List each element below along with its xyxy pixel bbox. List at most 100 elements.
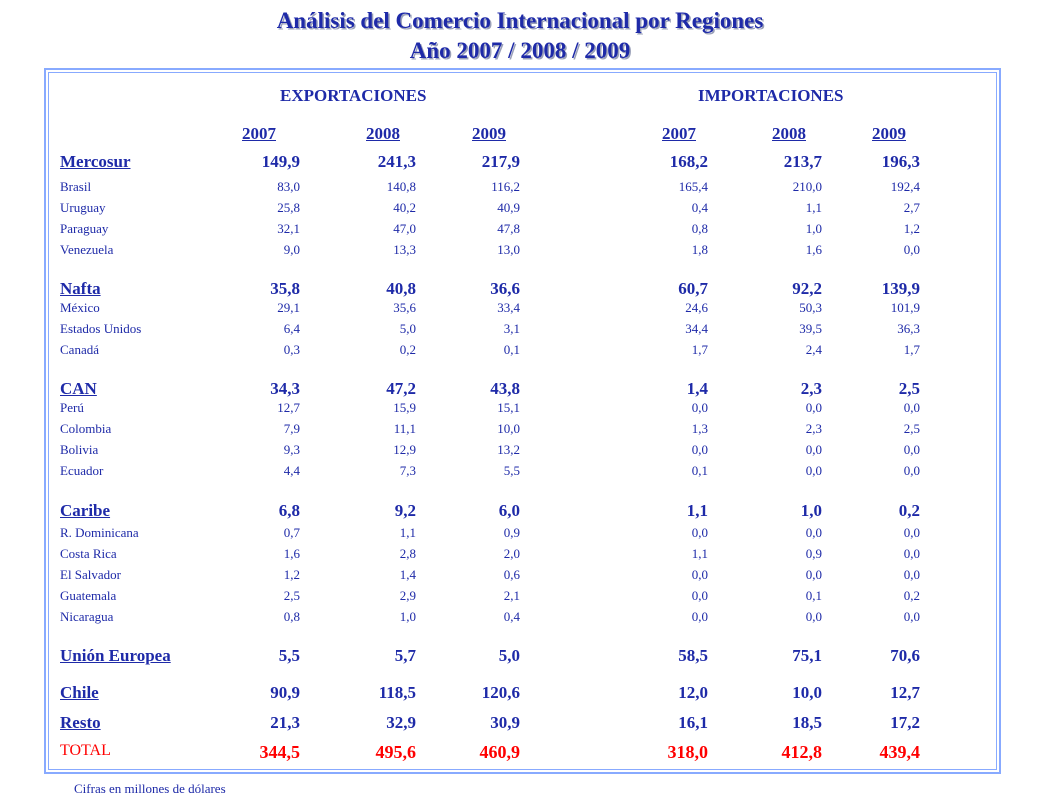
table-cell: 1,4	[686, 379, 708, 398]
table-cell: 118,5	[378, 683, 416, 702]
table-cell: 35,6	[393, 300, 416, 315]
table-cell: 90,9	[270, 683, 300, 702]
table-cell: 0,0	[903, 525, 920, 540]
table-row: Estados Unidos 6,4 5,0 3,1 34,4 39,5 36,3	[0, 321, 1040, 341]
table-cell: 4,4	[283, 463, 300, 478]
table-cell: 12,0	[678, 683, 708, 702]
table-cell: 47,8	[497, 221, 520, 236]
table-row: Guatemala 2,5 2,9 2,1 0,0 0,1 0,2	[0, 588, 1040, 608]
table-cell: 0,0	[903, 442, 920, 457]
table-cell: 7,3	[399, 463, 416, 478]
year-header: 2008	[772, 124, 806, 143]
table-cell: 0,4	[691, 200, 708, 215]
table-cell: 439,4	[879, 742, 921, 762]
table-cell: 0,0	[903, 242, 920, 257]
row-label: Mercosur	[60, 152, 131, 171]
table-frame-outer	[44, 68, 1001, 774]
table-cell: 13,3	[393, 242, 416, 257]
row-label: Nafta	[60, 279, 101, 298]
row-label: Unión Europea	[60, 646, 171, 665]
row-label: Canadá	[60, 342, 99, 357]
table-cell: 1,0	[399, 609, 416, 624]
exports-header: EXPORTACIONES	[280, 86, 427, 105]
row-label: Perú	[60, 400, 84, 415]
table-cell: 1,2	[903, 221, 920, 236]
table-cell: 36,3	[897, 321, 920, 336]
table-cell: 18,5	[792, 713, 822, 732]
table-cell: 0,0	[903, 609, 920, 624]
table-cell: 0,7	[283, 525, 300, 540]
table-row: Canadá 0,3 0,2 0,1 1,7 2,4 1,7	[0, 342, 1040, 362]
row-label: Uruguay	[60, 200, 106, 215]
table-cell: 495,6	[375, 742, 417, 762]
table-cell: 0,2	[399, 342, 416, 357]
row-label: Nicaragua	[60, 609, 114, 624]
row-label: Resto	[60, 713, 101, 732]
table-cell: 15,9	[393, 400, 416, 415]
table-cell: 32,9	[386, 713, 416, 732]
year-header: 2009	[872, 124, 906, 143]
table-cell: 0,4	[503, 609, 520, 624]
row-label: Paraguay	[60, 221, 109, 236]
table-row: Colombia 7,9 11,1 10,0 1,3 2,3 2,5	[0, 421, 1040, 441]
table-cell: 2,5	[903, 421, 920, 436]
table-cell: 0,0	[805, 463, 822, 478]
table-cell: 0,3	[283, 342, 300, 357]
table-cell: 3,1	[503, 321, 520, 336]
table-cell: 0,1	[503, 342, 520, 357]
table-cell: 0,0	[691, 588, 708, 603]
table-cell: 0,9	[805, 546, 822, 561]
page-title: Análisis del Comercio Internacional por …	[276, 8, 764, 33]
group-row: Resto 21,3 32,9 30,9 16,1 18,5 17,2	[0, 713, 1040, 733]
table-cell: 34,3	[270, 379, 300, 398]
table-cell: 25,8	[277, 200, 300, 215]
table-cell: 0,0	[691, 525, 708, 540]
table-row: Paraguay 32,1 47,0 47,8 0,8 1,0 1,2	[0, 221, 1040, 241]
table-cell: 0,0	[903, 567, 920, 582]
table-cell: 50,3	[799, 300, 822, 315]
table-cell: 24,6	[685, 300, 708, 315]
table-row: Venezuela 9,0 13,3 13,0 1,8 1,6 0,0	[0, 242, 1040, 262]
table-cell: 9,3	[283, 442, 300, 457]
row-label: Caribe	[60, 501, 111, 520]
table-cell: 149,9	[261, 152, 300, 171]
table-cell: 1,0	[805, 221, 822, 236]
table-cell: 120,6	[481, 683, 520, 702]
table-cell: 318,0	[667, 742, 709, 762]
table-cell: 43,8	[490, 379, 520, 398]
table-cell: 0,0	[691, 442, 708, 457]
row-label: Costa Rica	[60, 546, 117, 561]
table-cell: 16,1	[678, 713, 708, 732]
table-cell: 40,9	[497, 200, 520, 215]
table-cell: 0,8	[283, 609, 300, 624]
table-cell: 30,9	[490, 713, 520, 732]
table-cell: 47,2	[386, 379, 416, 398]
table-cell: 2,7	[903, 200, 920, 215]
table-cell: 10,0	[497, 421, 520, 436]
table-cell: 12,7	[890, 683, 920, 702]
table-cell: 0,1	[691, 463, 708, 478]
year-header: 2008	[366, 124, 400, 143]
group-row: Caribe 6,8 9,2 6,0 1,1 1,0 0,2	[0, 501, 1040, 521]
table-row: México 29,1 35,6 33,4 24,6 50,3 101,9	[0, 300, 1040, 320]
table-cell: 39,5	[799, 321, 822, 336]
table-cell: 15,1	[497, 400, 520, 415]
table-row: Bolivia 9,3 12,9 13,2 0,0 0,0 0,0	[0, 442, 1040, 462]
row-label: Bolivia	[60, 442, 99, 457]
table-cell: 2,3	[805, 421, 822, 436]
table-cell: 1,2	[283, 567, 300, 582]
row-label: Ecuador	[60, 463, 104, 478]
table-cell: 344,5	[259, 742, 301, 762]
table-cell: 83,0	[277, 179, 300, 194]
table-row: Costa Rica 1,6 2,8 2,0 1,1 0,9 0,0	[0, 546, 1040, 566]
table-cell: 47,0	[393, 221, 416, 236]
table-row: Perú 12,7 15,9 15,1 0,0 0,0 0,0	[0, 400, 1040, 420]
table-cell: 460,9	[479, 742, 521, 762]
table-row: Uruguay 25,8 40,2 40,9 0,4 1,1 2,7	[0, 200, 1040, 220]
table-cell: 5,0	[399, 321, 416, 336]
table-cell: 0,0	[805, 609, 822, 624]
table-cell: 11,1	[393, 421, 416, 436]
table-cell: 0,6	[503, 567, 520, 582]
group-row: Unión Europea 5,5 5,7 5,0 58,5 75,1 70,6	[0, 646, 1040, 666]
table-cell: 0,0	[691, 400, 708, 415]
